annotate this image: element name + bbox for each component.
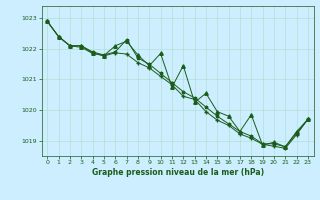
- X-axis label: Graphe pression niveau de la mer (hPa): Graphe pression niveau de la mer (hPa): [92, 168, 264, 177]
